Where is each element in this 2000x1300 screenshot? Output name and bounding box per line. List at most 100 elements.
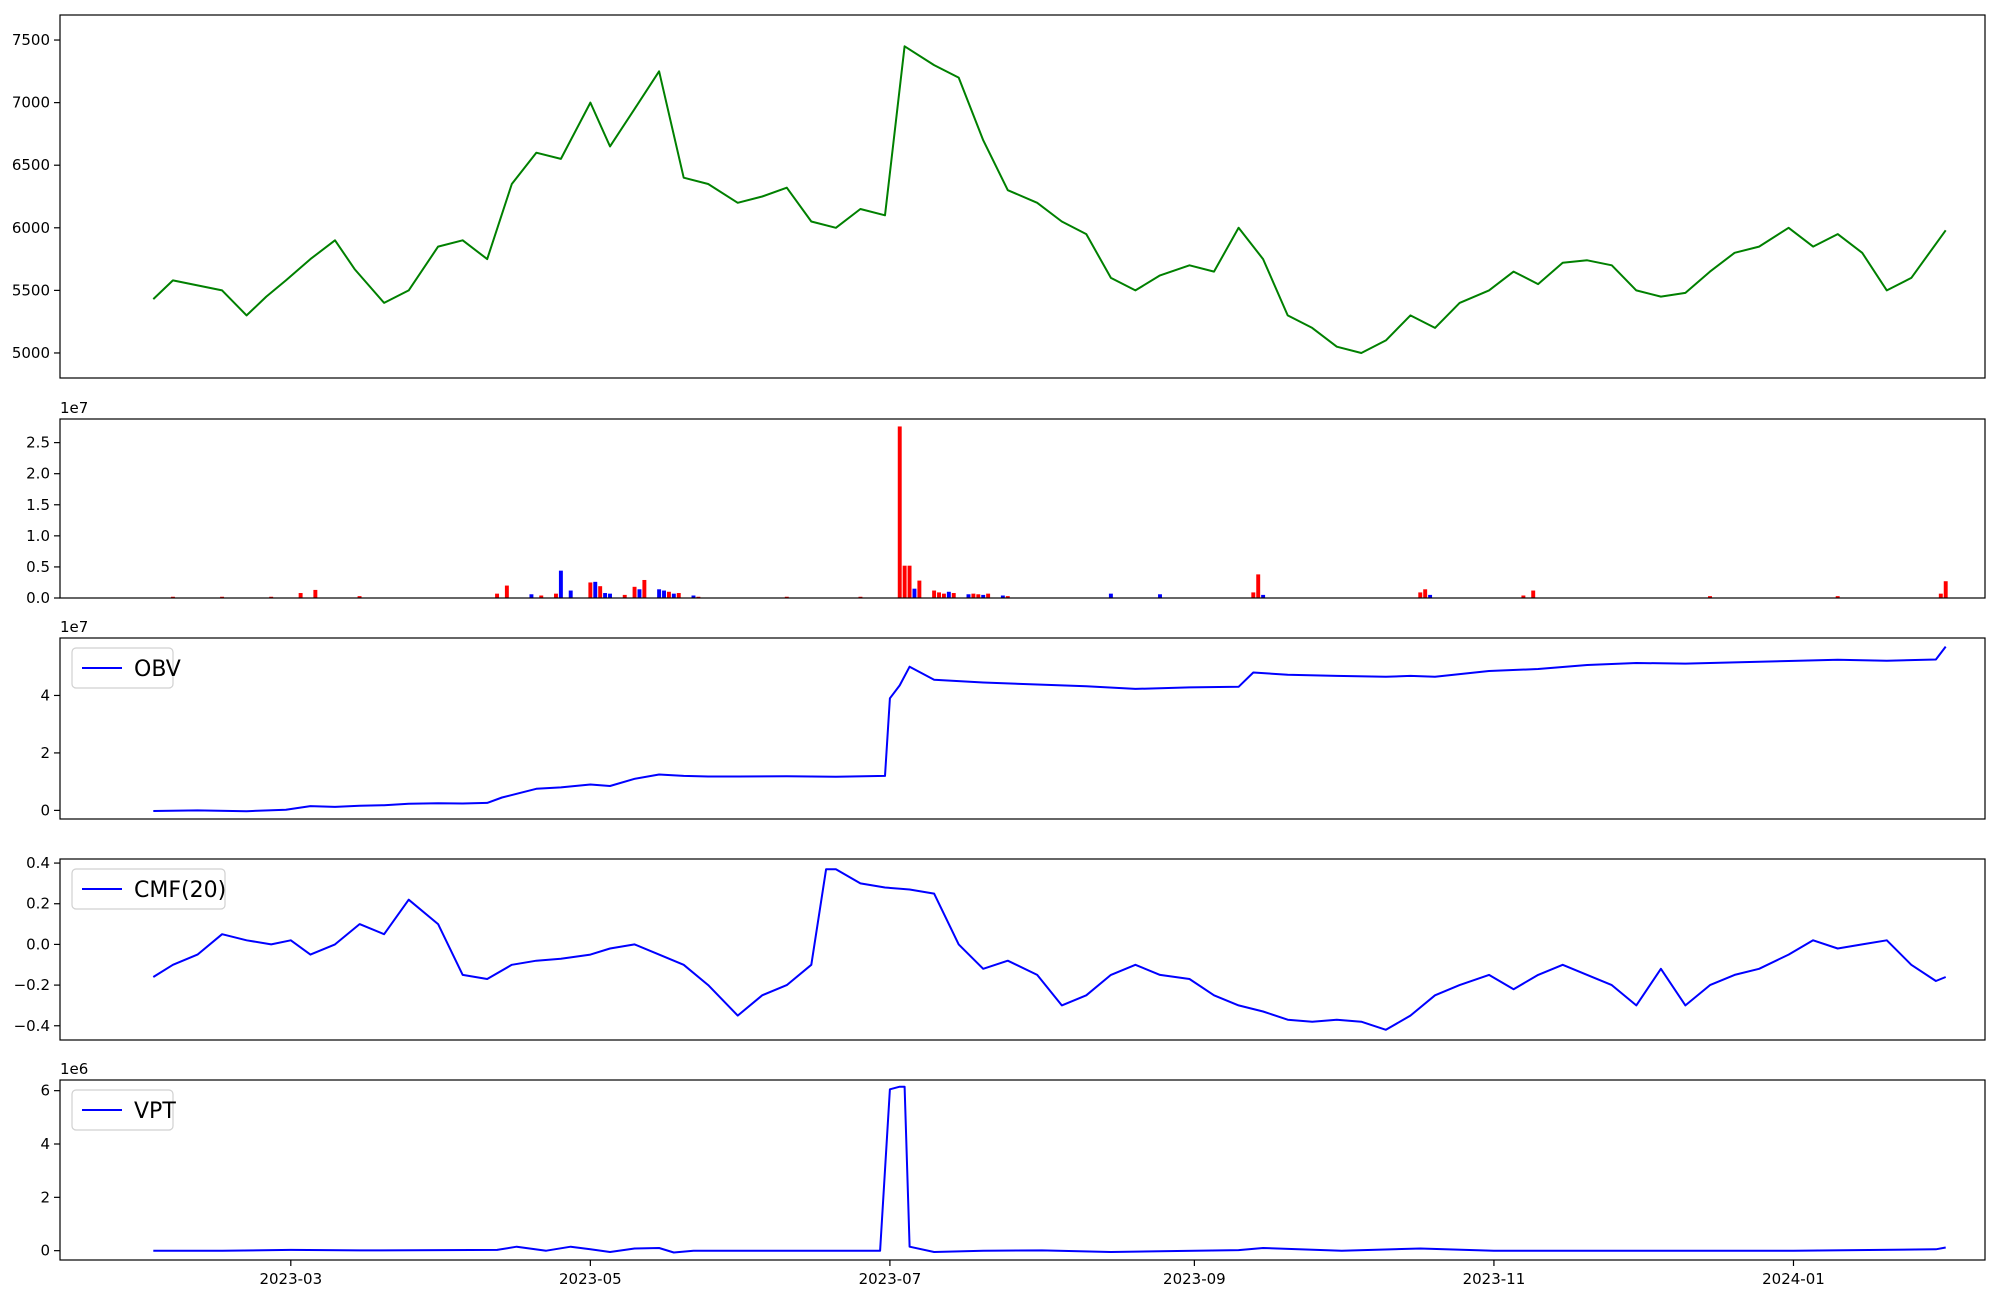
volume-bar [554,593,558,598]
volume-bar [220,596,225,598]
volume-bar [976,594,981,598]
volume-bar [1938,593,1943,598]
y-tick-label: 6500 [12,156,50,174]
volume-bar [1256,574,1261,598]
volume-bar [981,594,986,598]
volume-bar [1521,595,1526,598]
volume-bar [568,590,573,598]
x-tick-label: 2023-09 [1163,1270,1226,1288]
volume-bar [937,592,941,598]
volume-bar [907,565,912,598]
x-tick-label: 2023-07 [859,1270,922,1288]
plot-area [153,645,1947,813]
volume-bar [671,593,676,598]
volume-bar [608,593,612,598]
y-tick-label: 1.5 [26,496,50,514]
y-tick-label: 7500 [12,31,50,49]
volume-bar [539,595,544,598]
volume-bar [313,589,318,598]
volume-bar [588,582,593,598]
chart-panel-3: 0 2 4 1e7 OBV [40,618,1986,820]
volume-bar [971,593,976,598]
series-line-obv [153,645,1947,813]
volume-bar [598,586,603,598]
volume-bar [662,590,666,598]
y-tick-label: −0.4 [14,1017,50,1035]
volume-bar [170,596,175,598]
legend: VPT [71,1089,176,1131]
volume-bar [946,591,951,598]
y-tick-label: 5500 [12,281,50,299]
volume-bar [912,588,917,598]
x-tick-label: 2024-01 [1762,1270,1825,1288]
volume-bar [495,593,500,598]
volume-bar [504,585,509,598]
y-tick-label: 0.0 [26,935,50,953]
axis-offset-label: 1e6 [60,1060,88,1078]
volume-bar [1531,590,1536,598]
volume-bar [941,593,946,598]
volume-bar [1423,589,1428,598]
volume-bar [1108,593,1113,598]
volume-bar [696,596,701,598]
volume-bar [986,593,991,598]
chart-panel-2: 0.0 0.5 1.0 1.5 2.0 2.5 1e7 [26,399,1986,607]
axes-frame [59,14,1986,379]
legend-box [71,868,226,910]
series-line-cmf-20- [152,868,1947,1031]
chart-panel-4: −0.4 −0.2 0.0 0.2 0.4 CMF(20) [14,854,1986,1041]
y-tick-label: 0 [40,801,50,819]
x-tick-label: 2023-03 [259,1270,322,1288]
y-tick-label: 0 [40,1242,50,1260]
volume-bar [622,594,627,598]
volume-bar [784,596,789,598]
volume-bar [666,591,671,598]
axis-offset-label: 1e7 [60,399,88,417]
y-tick-label: 4 [40,686,50,704]
volume-bar [966,594,971,598]
volume-bar [1005,596,1010,598]
volume-bar [632,586,637,598]
volume-bar [897,426,902,598]
volume-bar [932,590,937,598]
volume-bar [1418,592,1423,598]
y-tick-label: −0.2 [14,976,50,994]
legend-label: OBV [134,657,181,682]
axes-frame [59,858,1986,1041]
volume-bar [1158,594,1162,598]
volume-bar [1943,581,1948,598]
y-tick-label: 1.0 [26,527,50,545]
volume-bar [603,593,608,598]
legend-label: CMF(20) [134,878,226,903]
volume-bar [951,593,956,598]
volume-bar [558,570,563,598]
volume-bar [676,593,681,598]
series-line-price [152,45,1947,354]
volume-bar [1708,596,1712,598]
plot-area [152,868,1947,1031]
volume-bar [1261,594,1266,598]
y-tick-label: 4 [40,1135,50,1153]
axes-frame [59,418,1986,599]
volume-bar [1251,592,1256,598]
volume-bar [657,589,662,598]
y-tick-label: 0.5 [26,558,50,576]
series-line-vpt [153,1085,1946,1254]
y-tick-label: 2 [40,744,50,762]
x-tick-label: 2023-11 [1463,1270,1526,1288]
volume-bar [917,580,922,598]
plot-area [153,1085,1946,1254]
chart-panel-5: 0 2 4 6 1e6 VPT [40,1060,1986,1261]
axes-frame [59,637,1986,820]
volume-bar [298,593,303,598]
plot-area [152,45,1947,354]
volume-bar [357,596,362,598]
legend: OBV [71,647,181,689]
volume-bar [529,594,534,598]
y-tick-label: 0.2 [26,895,50,913]
volume-bar [269,596,274,598]
axis-offset-label: 1e7 [60,618,88,636]
legend-box [71,1089,174,1131]
y-tick-label: 0.4 [26,854,50,872]
